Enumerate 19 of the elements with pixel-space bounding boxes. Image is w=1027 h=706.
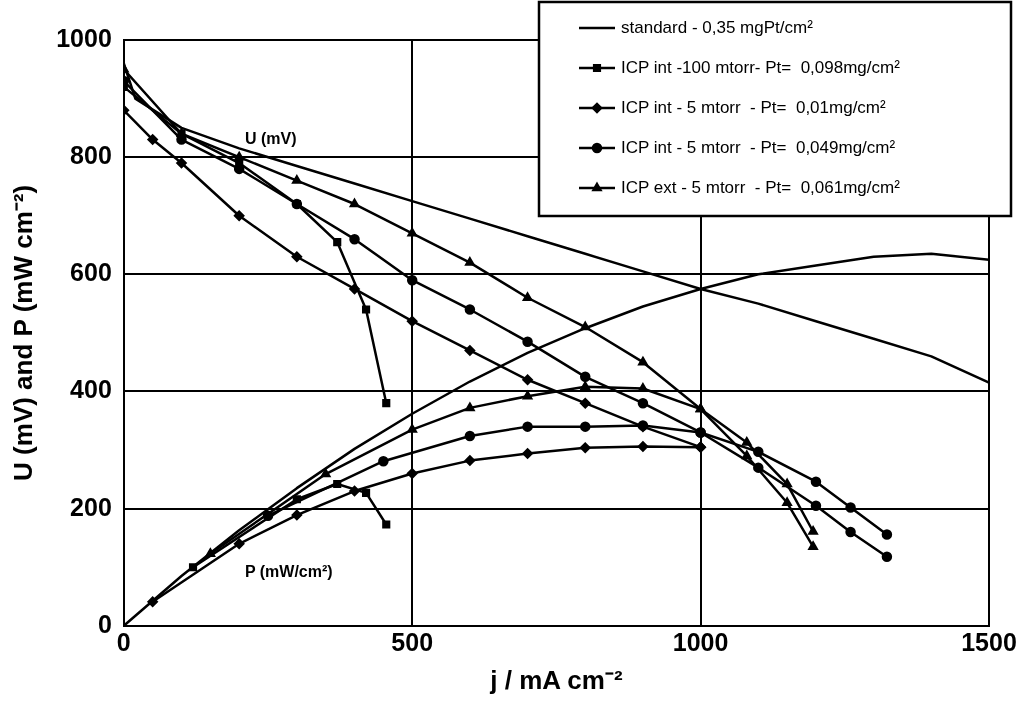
y-tick-label: 400 <box>70 375 112 404</box>
y-tick-label: 0 <box>97 609 112 638</box>
x-tick-label: 1000 <box>672 627 729 656</box>
x-axis-title: j / mA cm⁻² <box>489 664 623 695</box>
legend-label: standard - 0,35 mgPt/cm² <box>621 17 814 37</box>
legend-label: ICP int -100 mtorr- Pt= 0,098mg/cm² <box>621 57 901 77</box>
y-tick-label: 200 <box>70 492 112 521</box>
legend-label: ICP int - 5 mtorr - Pt= 0,01mg/cm² <box>621 97 887 117</box>
y-axis-title: U (mV) and P (mW cm⁻²) <box>7 184 38 481</box>
legend-label: ICP ext - 5 mtorr - Pt= 0,061mg/cm² <box>621 177 901 197</box>
x-tick-label: 1500 <box>961 627 1017 656</box>
legend-label: ICP int - 5 mtorr - Pt= 0,049mg/cm² <box>621 137 896 157</box>
y-tick-label: 600 <box>70 258 112 287</box>
annotation: P (mW/cm²) <box>244 563 333 581</box>
x-tick-label: 0 <box>116 627 131 656</box>
annotation: U (mV) <box>244 129 297 147</box>
y-tick-label: 800 <box>70 141 112 170</box>
y-tick-label: 1000 <box>56 23 112 52</box>
x-tick-label: 500 <box>391 627 434 656</box>
